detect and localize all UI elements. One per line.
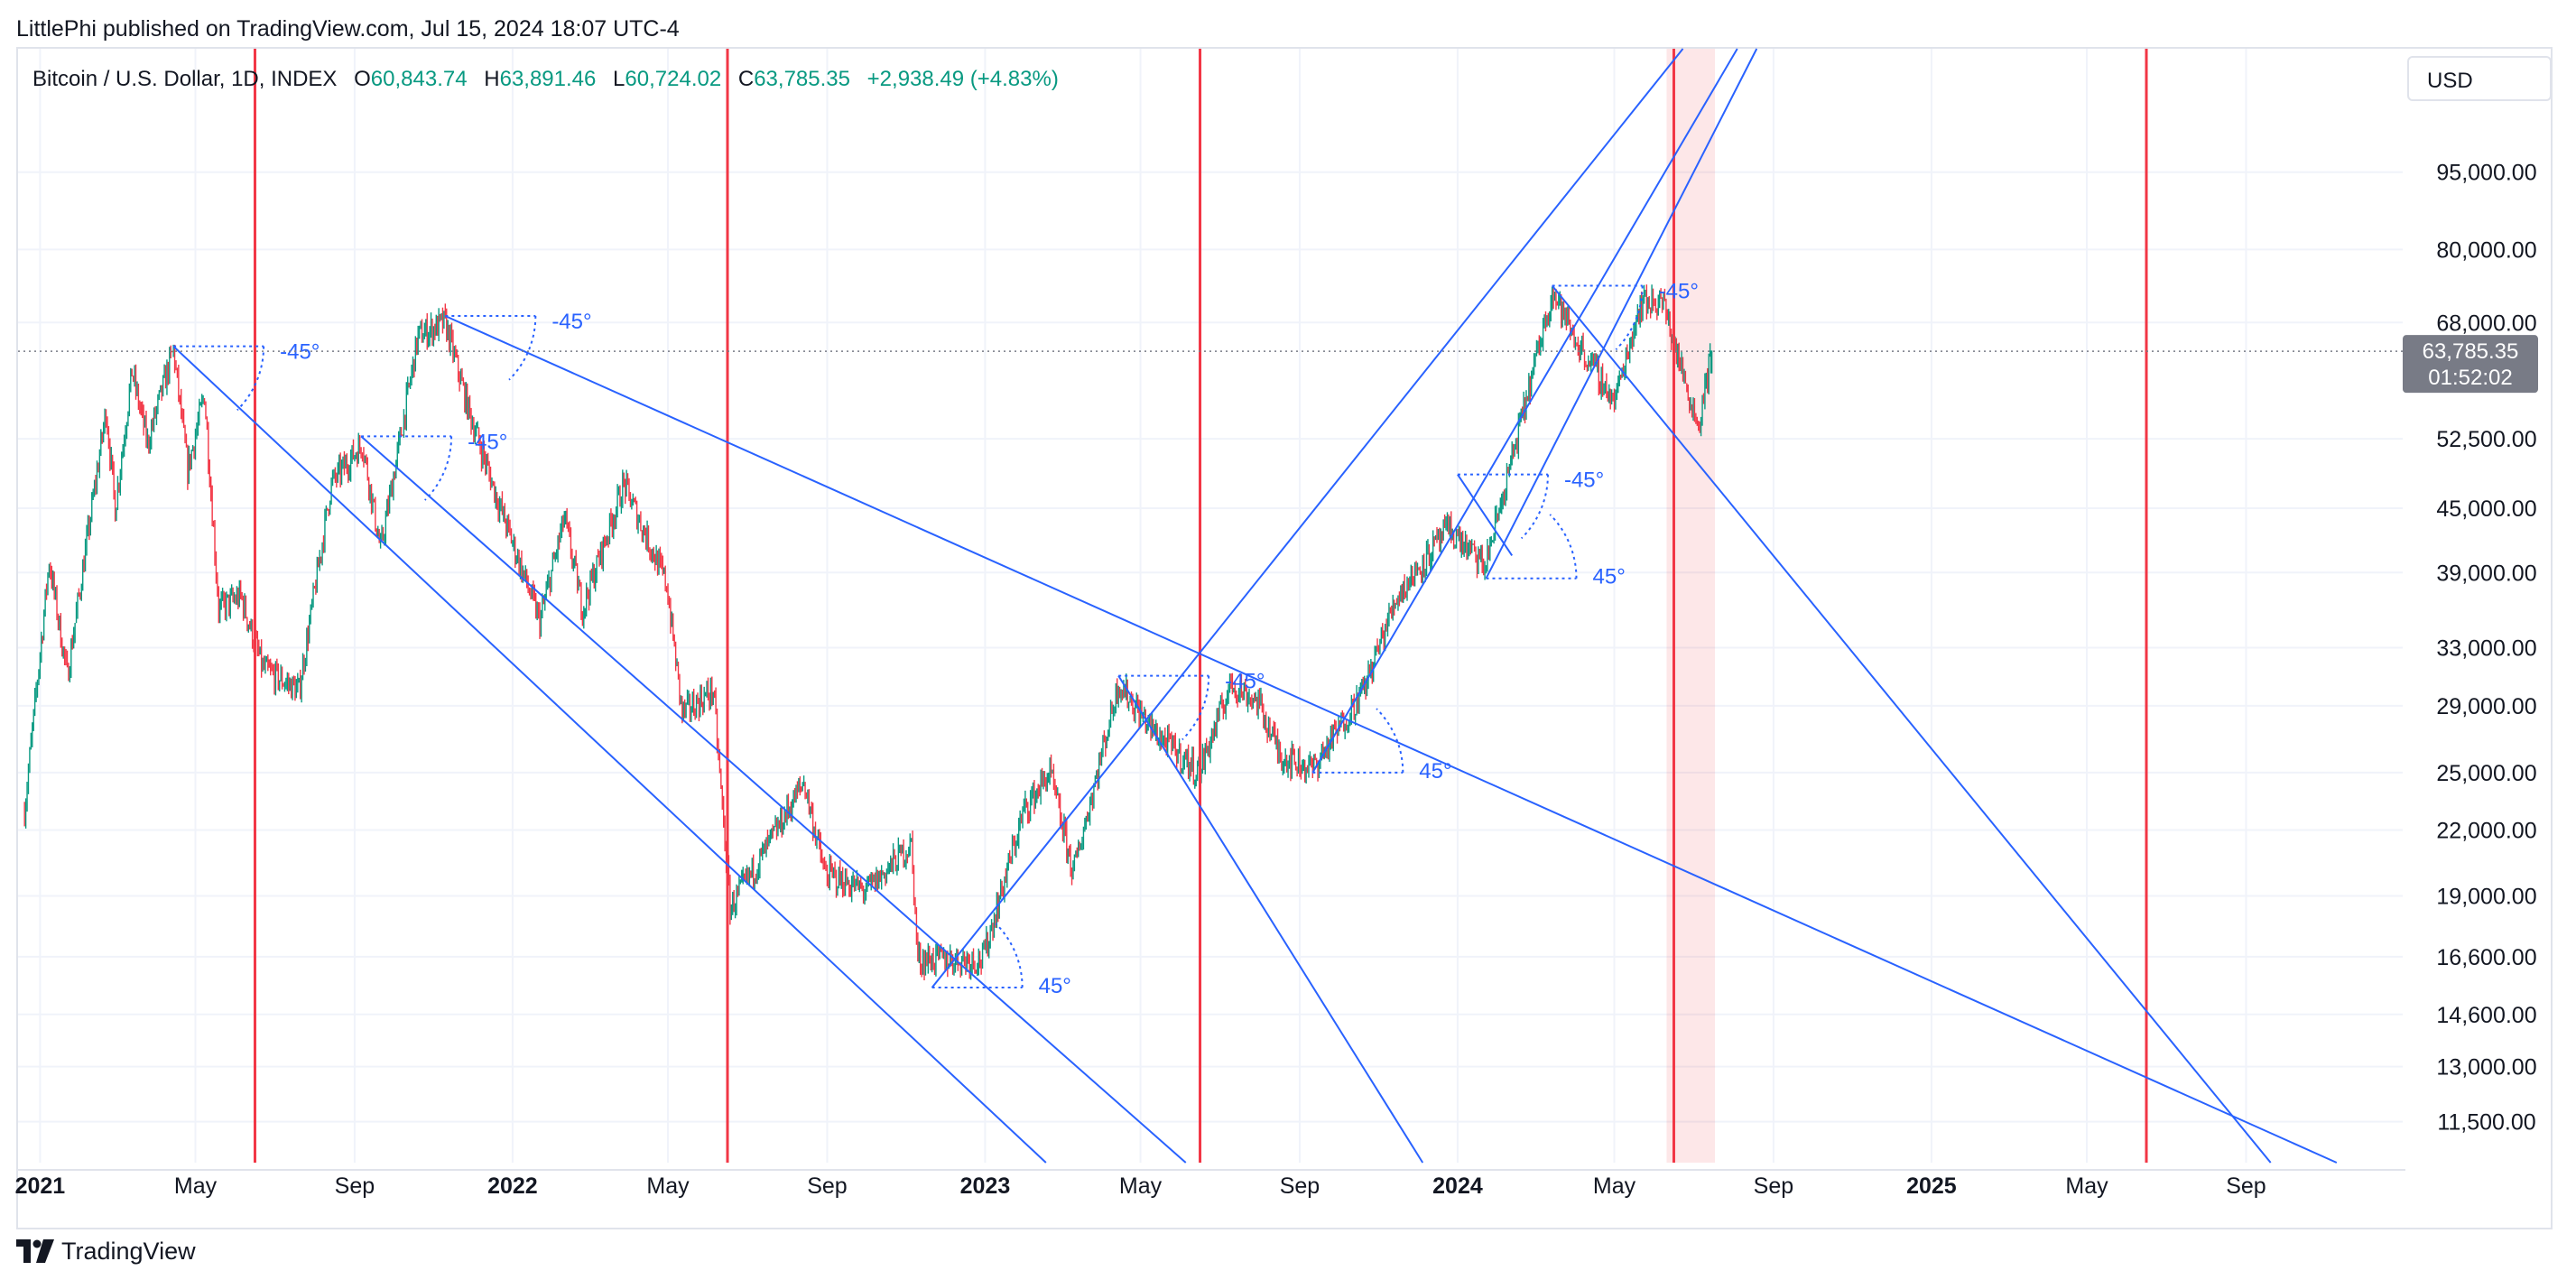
trend-line xyxy=(1117,675,1424,1164)
time-tick-label: 2021 xyxy=(15,1173,66,1199)
angle-label: -45° xyxy=(1659,280,1699,304)
trend-lines xyxy=(172,48,2338,1164)
time-tick-label: May xyxy=(1119,1173,1163,1199)
angle-label: 45° xyxy=(1419,759,1451,784)
change-value: +2,938.49 (+4.83%) xyxy=(866,67,1059,91)
time-axis: 2021 May Sep 2022 May Sep 2023 May Sep 2024 May Sep… xyxy=(15,1169,2405,1199)
time-tick-label: May xyxy=(174,1173,218,1199)
price-tick-label: 52,500.00 xyxy=(2436,427,2536,452)
angle-arc xyxy=(508,316,537,381)
trend-line xyxy=(360,435,1187,1164)
high-value: 63,891.46 xyxy=(499,67,597,91)
angle-label: -45° xyxy=(1225,670,1265,694)
price-tick-label: 45,000.00 xyxy=(2436,496,2536,522)
time-tick-label: Sep xyxy=(1754,1173,1793,1199)
angle-label: 45° xyxy=(1593,565,1626,589)
price-tick-label: 29,000.00 xyxy=(2436,694,2536,719)
angle-arc xyxy=(1549,514,1578,579)
angle-label: 45° xyxy=(1039,974,1071,998)
angle-arc xyxy=(424,436,453,501)
price-tag-value: 63,785.35 xyxy=(2423,339,2519,364)
price-tick-label: 39,000.00 xyxy=(2436,561,2536,586)
tradingview-logo-icon xyxy=(16,1239,54,1263)
angle-arc xyxy=(1376,708,1404,773)
price-tick-label: 22,000.00 xyxy=(2436,819,2536,844)
time-tick-label: May xyxy=(2065,1173,2108,1199)
low-label: L xyxy=(613,67,625,91)
close-label: C xyxy=(737,67,755,91)
price-axis: 95,000.00 80,000.00 68,000.00 52,500.00 45,0… xyxy=(2436,161,2536,1136)
angle-label: -45° xyxy=(280,340,320,365)
price-tick-label: 95,000.00 xyxy=(2436,161,2536,186)
angle-arc xyxy=(1181,675,1210,741)
price-tick-label: 13,000.00 xyxy=(2436,1055,2536,1081)
currency-button[interactable]: USD xyxy=(2407,56,2552,101)
trend-line xyxy=(1457,474,1514,557)
angle-markers: -45° -45° -45° 45° -45° 45° -45° 45° -45° xyxy=(173,280,1699,998)
price-tick-label: 25,000.00 xyxy=(2436,761,2536,786)
trend-line xyxy=(1311,48,1738,774)
price-tick-label: 14,600.00 xyxy=(2436,1003,2536,1028)
price-tick-label: 80,000.00 xyxy=(2436,237,2536,263)
time-tick-label: 2024 xyxy=(1432,1173,1483,1199)
trend-line xyxy=(1551,284,2272,1164)
angle-arc xyxy=(1615,285,1644,350)
time-tick-label: 2022 xyxy=(487,1173,538,1199)
trend-line xyxy=(172,345,1047,1164)
price-tag-countdown: 01:52:02 xyxy=(2428,366,2512,390)
candles xyxy=(23,284,1713,980)
price-tick-label: 33,000.00 xyxy=(2436,636,2536,662)
time-tick-label: 2025 xyxy=(1906,1173,1957,1199)
time-tick-label: 2023 xyxy=(960,1173,1011,1199)
trend-line xyxy=(444,315,2338,1164)
angle-label: -45° xyxy=(468,430,507,454)
chart-frame xyxy=(16,47,2553,1229)
time-tick-label: May xyxy=(646,1173,690,1199)
ohlc-legend: Bitcoin / U.S. Dollar, 1D, INDEX O60,843… xyxy=(32,67,1059,92)
price-tick-label: 11,500.00 xyxy=(2437,1110,2535,1136)
time-tick-label: Sep xyxy=(807,1173,847,1199)
footer-brand[interactable]: TradingView xyxy=(16,1233,196,1269)
symbol-title[interactable]: Bitcoin / U.S. Dollar, 1D, INDEX xyxy=(32,67,338,91)
time-tick-label: Sep xyxy=(1280,1173,1320,1199)
chart-grid xyxy=(18,49,2403,1163)
open-label: O xyxy=(354,67,371,91)
open-value: 60,843.74 xyxy=(370,67,468,91)
price-tag-box xyxy=(2403,335,2538,394)
high-label: H xyxy=(484,67,500,91)
price-tick-label: 16,600.00 xyxy=(2436,945,2536,970)
trend-line xyxy=(931,48,1684,988)
time-tick-label: Sep xyxy=(2226,1173,2266,1199)
brand-name: TradingView xyxy=(61,1237,196,1265)
time-tick-label: May xyxy=(1593,1173,1636,1199)
angle-arc xyxy=(995,923,1024,988)
trend-line xyxy=(1485,48,1758,580)
price-tick-label: 68,000.00 xyxy=(2436,311,2536,336)
angle-label: -45° xyxy=(1564,468,1604,493)
angle-label: -45° xyxy=(551,310,591,334)
close-value: 63,785.35 xyxy=(754,67,850,91)
publisher-line: LittlePhi published on TradingView.com, … xyxy=(16,16,680,42)
angle-arc xyxy=(1520,474,1549,540)
cycle-lines xyxy=(253,49,2148,1163)
low-value: 60,724.02 xyxy=(625,67,722,91)
angle-arc xyxy=(236,346,265,412)
price-tick-label: 19,000.00 xyxy=(2436,885,2536,910)
time-tick-label: Sep xyxy=(335,1173,375,1199)
